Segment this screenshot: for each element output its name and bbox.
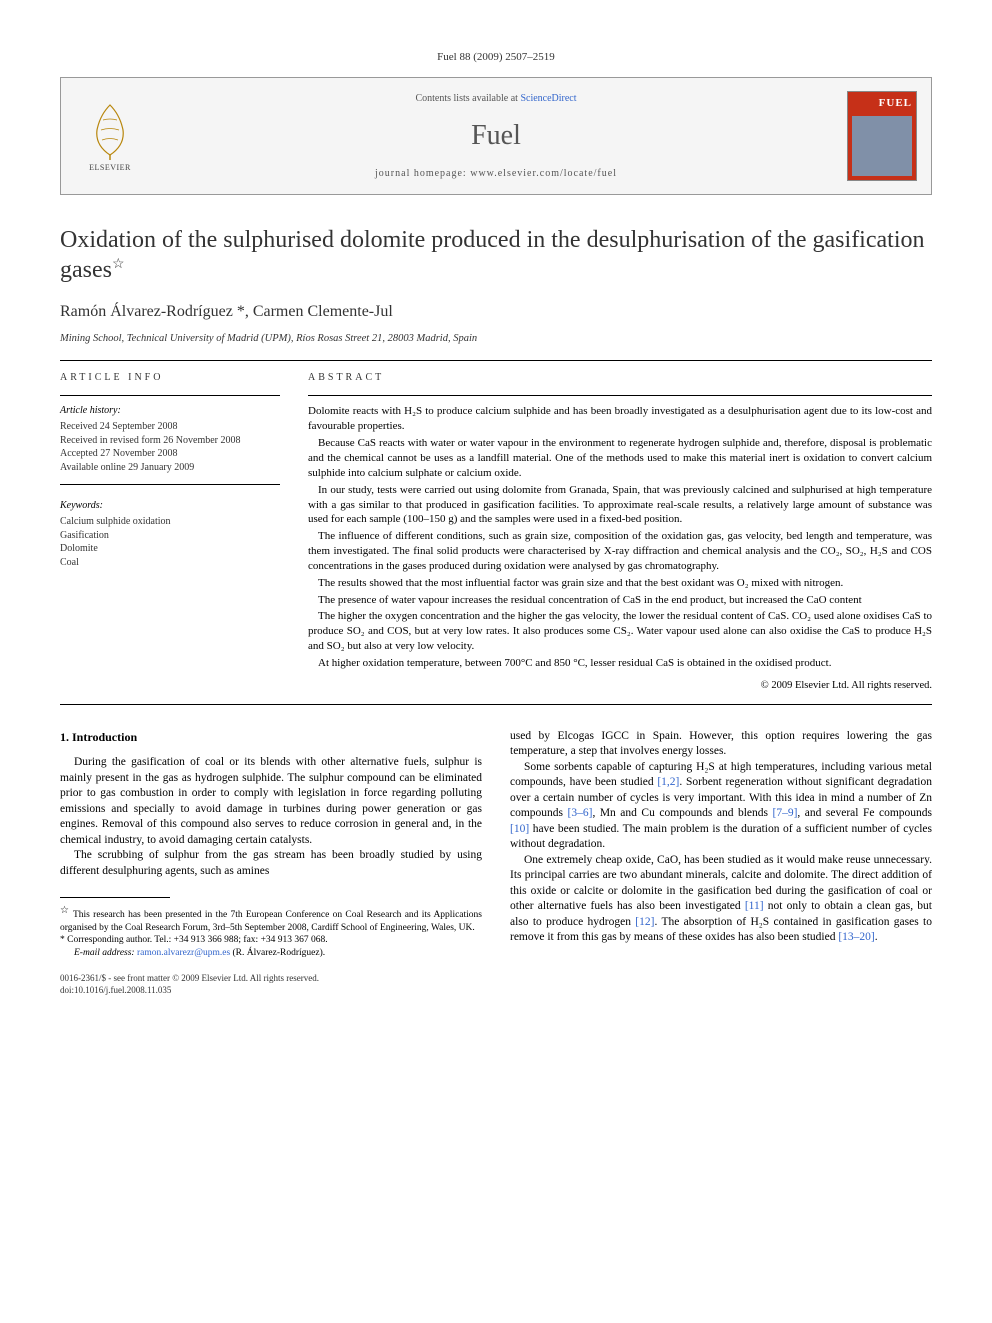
homepage-url[interactable]: www.elsevier.com/locate/fuel — [470, 168, 617, 179]
ref-link[interactable]: [10] — [510, 823, 529, 835]
homepage-label: journal homepage: — [375, 168, 470, 179]
history-online: Available online 29 January 2009 — [60, 461, 280, 475]
body-columns: 1. Introduction During the gasification … — [60, 729, 932, 959]
keyword: Dolomite — [60, 542, 280, 556]
abstract-p3: In our study, tests were carried out usi… — [308, 483, 932, 528]
history-accepted: Accepted 27 November 2008 — [60, 447, 280, 461]
ref-link[interactable]: [7–9] — [773, 807, 798, 819]
abstract-p4: The influence of different conditions, s… — [308, 529, 932, 574]
p3-text-d: , and several Fe compounds — [797, 807, 932, 819]
p3-text-c: , Mn and Cu compounds and blends — [592, 807, 772, 819]
ref-link[interactable]: [12] — [635, 916, 654, 928]
ref-link[interactable]: [13–20] — [838, 931, 874, 943]
abstract-copyright: © 2009 Elsevier Ltd. All rights reserved… — [308, 679, 932, 694]
abstract-label: ABSTRACT — [308, 371, 932, 385]
email-link[interactable]: ramon.alvarezr@upm.es — [137, 948, 230, 958]
journal-name: Fuel — [145, 116, 847, 155]
keywords-heading: Keywords: — [60, 499, 280, 513]
footnote-separator — [60, 897, 170, 898]
abstract-p5: The results showed that the most influen… — [308, 576, 932, 591]
cover-title: FUEL — [852, 96, 912, 111]
doi-line: doi:10.1016/j.fuel.2008.11.035 — [60, 985, 932, 997]
citation: Fuel 88 (2009) 2507–2519 — [60, 50, 932, 65]
footnote-corresponding: * Corresponding author. Tel.: +34 913 36… — [60, 934, 482, 946]
footnote-conference: ☆ This research has been presented in th… — [60, 904, 482, 934]
intro-p4: One extremely cheap oxide, CaO, has been… — [510, 853, 932, 946]
intro-p2-cont: used by Elcogas IGCC in Spain. However, … — [510, 729, 932, 760]
front-matter-line: 0016-2361/$ - see front matter © 2009 El… — [60, 973, 932, 985]
abstract-p8: At higher oxidation temperature, between… — [308, 656, 932, 671]
title-text: Oxidation of the sulphurised dolomite pr… — [60, 227, 925, 283]
title-footnote-marker: ☆ — [112, 257, 125, 272]
intro-p2: The scrubbing of sulphur from the gas st… — [60, 848, 482, 879]
footnote-star-icon: ☆ — [60, 905, 70, 916]
keyword: Gasification — [60, 529, 280, 543]
journal-homepage: journal homepage: www.elsevier.com/locat… — [145, 167, 847, 181]
abstract-p2: Because CaS reacts with water or water v… — [308, 436, 932, 481]
elsevier-logo: ELSEVIER — [75, 91, 145, 181]
footnote-conf-text: This research has been presented in the … — [60, 911, 482, 933]
p4-text-d: . — [875, 931, 878, 943]
p3-text-e: have been studied. The main problem is t… — [510, 823, 932, 851]
section-heading: 1. Introduction — [60, 729, 482, 746]
divider — [60, 395, 280, 396]
journal-cover-thumb: FUEL — [847, 91, 917, 181]
article-title: Oxidation of the sulphurised dolomite pr… — [60, 225, 932, 285]
meta-abstract-row: ARTICLE INFO Article history: Received 2… — [60, 371, 932, 693]
abstract-column: ABSTRACT Dolomite reacts with H₂S to pro… — [308, 371, 932, 693]
ref-link[interactable]: [3–6] — [568, 807, 593, 819]
contents-prefix: Contents lists available at — [415, 93, 520, 104]
keyword: Calcium sulphide oxidation — [60, 515, 280, 529]
body-left-column: 1. Introduction During the gasification … — [60, 729, 482, 959]
header-center: Contents lists available at ScienceDirec… — [145, 92, 847, 181]
journal-header: ELSEVIER Contents lists available at Sci… — [60, 77, 932, 195]
affiliation: Mining School, Technical University of M… — [60, 332, 932, 347]
intro-p3: Some sorbents capable of capturing H₂S a… — [510, 760, 932, 853]
contents-available: Contents lists available at ScienceDirec… — [145, 92, 847, 106]
ref-link[interactable]: [11] — [745, 900, 764, 912]
publisher-name: ELSEVIER — [89, 162, 131, 173]
divider — [60, 484, 280, 485]
sciencedirect-link[interactable]: ScienceDirect — [520, 93, 576, 104]
cover-image — [852, 116, 912, 177]
article-info-label: ARTICLE INFO — [60, 371, 280, 385]
keyword: Coal — [60, 556, 280, 570]
history-revised: Received in revised form 26 November 200… — [60, 434, 280, 448]
body-right-column: used by Elcogas IGCC in Spain. However, … — [510, 729, 932, 959]
intro-p1: During the gasification of coal or its b… — [60, 755, 482, 848]
abstract-p6: The presence of water vapour increases t… — [308, 593, 932, 608]
authors: Ramón Álvarez-Rodríguez *, Carmen Clemen… — [60, 301, 932, 323]
abstract-p1: Dolomite reacts with H₂S to produce calc… — [308, 404, 932, 434]
elsevier-tree-icon — [85, 100, 135, 160]
history-received: Received 24 September 2008 — [60, 420, 280, 434]
email-label: E-mail address: — [74, 948, 137, 958]
divider — [308, 395, 932, 396]
divider — [60, 360, 932, 361]
email-suffix: (R. Álvarez-Rodríguez). — [230, 948, 325, 958]
divider — [60, 704, 932, 705]
article-info-column: ARTICLE INFO Article history: Received 2… — [60, 371, 280, 693]
abstract-p7: The higher the oxygen concentration and … — [308, 609, 932, 654]
ref-link[interactable]: [1,2] — [657, 776, 679, 788]
history-heading: Article history: — [60, 404, 280, 418]
footnote-email: E-mail address: ramon.alvarezr@upm.es (R… — [60, 947, 482, 959]
